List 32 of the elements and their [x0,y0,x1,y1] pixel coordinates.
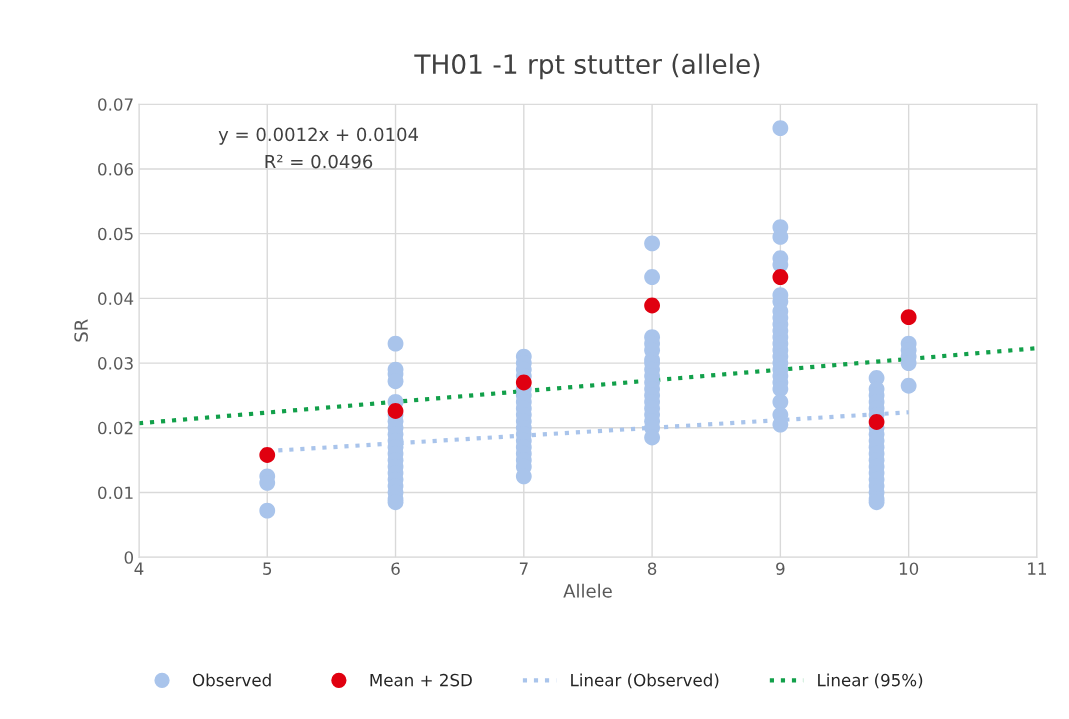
x-tick-label: 11 [1028,562,1046,575]
chart-title: TH01 -1 rpt stutter (allele) [414,53,760,80]
y-tick-label: 0.06 [98,162,134,176]
y-tick-label: 0.02 [98,421,133,435]
legend-label: Linear (95%) [818,673,923,689]
y-tick-label: 0.07 [98,98,133,111]
x-tick-label: 6 [391,562,400,575]
annotation: y = 0.0012x + 0.0104 [218,127,419,145]
point [900,309,917,326]
point [772,269,789,285]
point [515,374,532,391]
point [259,447,276,463]
y-tick-label: 0 [124,551,133,564]
x-tick-label: 4 [134,562,144,575]
x-tick-label: 7 [519,562,528,575]
legend-label: Observed [192,673,271,687]
x-tick-label: 9 [776,562,785,575]
x-tick-label: 8 [647,562,657,575]
legend-label: Mean + 2SD [370,673,472,687]
point [644,297,661,314]
legend-label: Linear (Observed) [571,673,719,689]
y-tick-label: 0.05 [98,227,133,241]
annotation: R² = 0.0496 [265,154,373,169]
x-tick-label: 10 [899,562,919,575]
y-tick-label: 0.03 [98,357,133,370]
y-tick-label: 0.04 [98,292,134,305]
y-axis-title: SR [74,319,88,342]
y-tick-label: 0.01 [98,486,133,500]
point [387,403,404,419]
x-axis-title: Allele [563,583,612,598]
x-tick-label: 5 [263,562,272,575]
point [868,414,885,430]
